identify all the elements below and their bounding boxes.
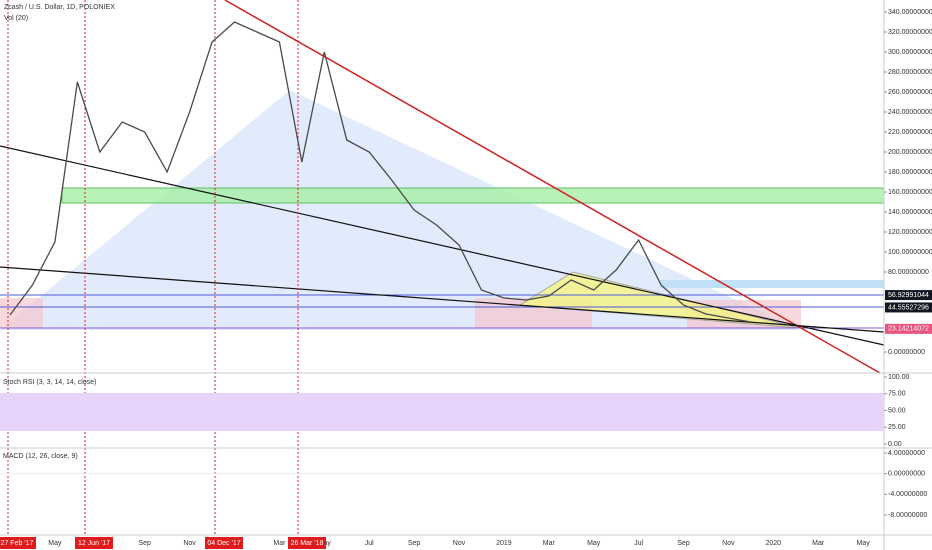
volume-label: Vol (20) bbox=[4, 15, 28, 22]
price-tag: 44.55527296 bbox=[888, 304, 929, 311]
y-tick-label: 280.00000000 bbox=[888, 69, 932, 76]
date-tag: 04 Dec '17 bbox=[207, 540, 240, 547]
rsi-band bbox=[0, 393, 884, 431]
y-tick-label: 200.00000000 bbox=[888, 149, 932, 156]
x-tick-label: 2019 bbox=[496, 540, 512, 547]
y-tick-label: 140.00000000 bbox=[888, 209, 932, 216]
price-tag: 56.92991044 bbox=[888, 292, 929, 299]
y-tick-label: 4.00000000 bbox=[888, 450, 925, 457]
x-tick-label: Jul bbox=[634, 540, 643, 547]
price-tag: 23.14214072 bbox=[888, 326, 929, 333]
date-tag: 27 Feb '17 bbox=[1, 540, 34, 547]
date-markers bbox=[7, 0, 299, 535]
x-tick-label: Mar bbox=[812, 540, 825, 547]
x-tick-label: Sep bbox=[138, 540, 151, 547]
y-tick-label: 25.00 bbox=[888, 424, 906, 431]
y-tick-label: 320.00000000 bbox=[888, 29, 932, 36]
trend-line bbox=[0, 145, 885, 346]
y-tick-label: 0.00000000 bbox=[888, 349, 925, 356]
y-tick-label: 240.00000000 bbox=[888, 109, 932, 116]
x-tick-label: Mar bbox=[273, 540, 286, 547]
y-tick-label: -4.00000000 bbox=[888, 491, 927, 498]
y-tick-label: 80.00000000 bbox=[888, 269, 929, 276]
y-tick-label: 160.00000000 bbox=[888, 189, 932, 196]
price-tag-bg bbox=[885, 302, 932, 313]
y-tick-label: 75.00 bbox=[888, 391, 906, 398]
price-tag-bg bbox=[885, 290, 932, 301]
y-tick-label: 100.00 bbox=[888, 374, 910, 381]
y-tick-label: 0.00000000 bbox=[888, 471, 925, 478]
x-tick-label: Nov bbox=[453, 540, 466, 547]
y-tick-label: 220.00000000 bbox=[888, 129, 932, 136]
y-tick-label: -8.00000000 bbox=[888, 512, 927, 519]
date-tag-bg bbox=[0, 537, 36, 549]
price-tag-bg bbox=[885, 323, 932, 334]
date-tag-bg bbox=[288, 537, 326, 549]
y-tick-label: 300.00000000 bbox=[888, 49, 932, 56]
triangle-drawing bbox=[0, 90, 800, 330]
x-tick-label: May bbox=[856, 540, 870, 547]
macd-title: MACD (12, 26, close, 9) bbox=[3, 453, 78, 460]
x-tick-label: Sep bbox=[408, 540, 421, 547]
x-tick-label: Sep bbox=[677, 540, 690, 547]
x-tick-label: May bbox=[587, 540, 601, 547]
date-tag-bg bbox=[75, 537, 113, 549]
trend-line bbox=[0, 266, 885, 333]
y-tick-label: 340.00000000 bbox=[888, 9, 932, 16]
rsi-title: Stoch RSI (3, 3, 14, 14, close) bbox=[3, 379, 96, 386]
x-tick-label: 2020 bbox=[766, 540, 782, 547]
zone-rect bbox=[0, 298, 43, 328]
y-tick-label: 100.00000000 bbox=[888, 249, 932, 256]
trend-line bbox=[224, 0, 881, 374]
x-tick-label: May bbox=[48, 540, 62, 547]
y-tick-label: 120.00000000 bbox=[888, 229, 932, 236]
date-tag: 26 Mar '18 bbox=[291, 540, 324, 547]
y-tick-label: 180.00000000 bbox=[888, 169, 932, 176]
zone-rect bbox=[660, 280, 884, 288]
zone-rect bbox=[61, 187, 885, 204]
date-tag: 12 Jun '17 bbox=[78, 540, 110, 547]
y-tick-label: 260.00000000 bbox=[888, 89, 932, 96]
x-tick-label: Nov bbox=[722, 540, 735, 547]
x-tick-label: Mar bbox=[543, 540, 556, 547]
y-tick-label: 0.00 bbox=[888, 441, 902, 448]
x-tick-label: Nov bbox=[183, 540, 196, 547]
date-tag-bg bbox=[205, 537, 243, 549]
price-line bbox=[9, 21, 751, 323]
x-tick-label: Jul bbox=[365, 540, 374, 547]
y-tick-label: 50.00 bbox=[888, 407, 906, 414]
chart-title: Zcash / U.S. Dollar, 1D, POLONIEX bbox=[4, 4, 115, 11]
